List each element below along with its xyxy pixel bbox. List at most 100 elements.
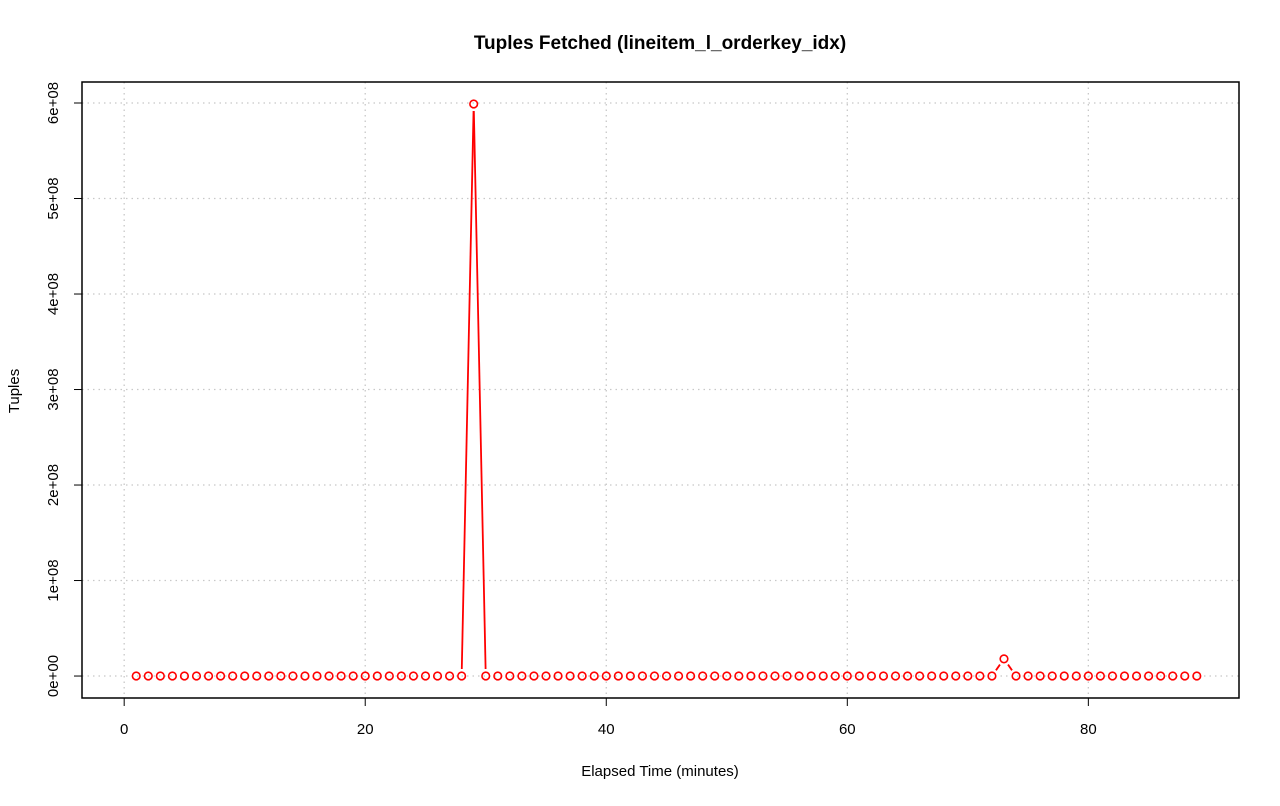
data-point <box>1192 671 1202 681</box>
data-point <box>698 671 708 681</box>
data-point <box>396 671 406 681</box>
data-point <box>228 671 238 681</box>
data-point <box>288 671 298 681</box>
data-point <box>999 654 1009 664</box>
data-point <box>240 671 250 681</box>
data-point <box>1059 671 1069 681</box>
data-point <box>927 671 937 681</box>
y-tick-label: 6e+08 <box>45 82 62 124</box>
series-segment <box>995 664 1001 671</box>
data-point <box>686 671 696 681</box>
data-point <box>384 671 394 681</box>
data-point <box>577 671 587 681</box>
y-tick-label: 4e+08 <box>45 273 62 315</box>
data-point <box>215 671 226 681</box>
x-tick-label: 80 <box>1080 721 1097 738</box>
data-point <box>1071 671 1081 681</box>
data-point <box>613 671 623 681</box>
data-point <box>830 671 840 681</box>
data-point <box>276 671 286 681</box>
data-point <box>360 671 370 681</box>
y-tick-label: 3e+08 <box>45 368 62 410</box>
data-point <box>782 671 792 681</box>
data-point <box>794 671 804 681</box>
data-point <box>264 671 274 681</box>
y-tick-label: 0e+00 <box>45 655 62 697</box>
data-point <box>1023 671 1033 681</box>
data-point <box>902 671 913 681</box>
series-segment <box>1007 664 1013 671</box>
series-segment <box>472 110 487 670</box>
data-point <box>1180 671 1190 681</box>
data-point <box>420 671 431 681</box>
data-point <box>167 671 177 681</box>
data-point <box>179 671 190 681</box>
x-tick-label: 60 <box>839 721 856 738</box>
data-point <box>131 671 141 681</box>
data-point <box>565 671 575 681</box>
chart-title: Tuples Fetched (lineitem_l_orderkey_idx) <box>474 33 846 54</box>
x-tick-label: 0 <box>120 721 128 738</box>
series-layer <box>131 99 1202 681</box>
data-point <box>541 671 551 681</box>
data-point <box>1131 671 1142 681</box>
data-point <box>408 671 419 681</box>
data-point <box>312 671 322 681</box>
y-tick-label: 5e+08 <box>45 177 62 219</box>
data-point <box>601 671 611 681</box>
data-point <box>963 671 973 681</box>
data-point <box>746 671 756 681</box>
data-point <box>505 671 515 681</box>
data-point <box>878 671 889 681</box>
data-point <box>252 671 262 681</box>
data-point <box>758 671 768 681</box>
data-point <box>203 671 214 681</box>
data-point <box>722 671 732 681</box>
x-tick-label: 20 <box>357 721 374 738</box>
data-point <box>1035 671 1045 681</box>
data-point <box>517 671 527 681</box>
data-point <box>155 671 165 681</box>
grid-layer <box>82 82 1239 698</box>
x-axis-label: Elapsed Time (minutes) <box>581 763 739 780</box>
data-point <box>734 671 744 681</box>
data-point <box>710 671 720 681</box>
data-point <box>372 671 382 681</box>
data-point <box>975 671 985 681</box>
data-point <box>469 99 479 109</box>
x-tick-label: 40 <box>598 721 615 738</box>
data-point <box>1047 671 1057 681</box>
data-point <box>444 671 455 681</box>
data-point <box>348 671 358 681</box>
data-point <box>673 671 684 681</box>
data-point <box>553 671 563 681</box>
data-point <box>915 671 925 681</box>
data-point <box>1119 671 1130 681</box>
data-point <box>661 671 672 681</box>
y-axis-label: Tuples <box>6 369 23 413</box>
data-point <box>432 671 443 681</box>
data-point <box>493 671 503 681</box>
y-tick-label: 2e+08 <box>45 464 62 506</box>
series-segment <box>460 110 475 670</box>
data-point <box>529 671 539 681</box>
data-point <box>481 671 491 681</box>
data-point <box>818 671 828 681</box>
data-point <box>649 671 660 681</box>
data-point <box>589 671 599 681</box>
data-point <box>842 671 852 681</box>
data-point <box>1083 671 1093 681</box>
data-point <box>987 671 997 681</box>
data-point <box>625 671 635 681</box>
data-point <box>191 671 202 681</box>
data-point <box>1011 671 1021 681</box>
data-point <box>806 671 816 681</box>
data-point <box>143 671 153 681</box>
data-point <box>1095 671 1106 681</box>
data-point <box>866 671 877 681</box>
data-point <box>336 671 346 681</box>
data-point <box>1168 671 1178 681</box>
axes-layer: 0 20 40 60 80 0e+00 1e+08 2e+08 3e+08 4e+08 5e+08 6… <box>45 82 1097 738</box>
